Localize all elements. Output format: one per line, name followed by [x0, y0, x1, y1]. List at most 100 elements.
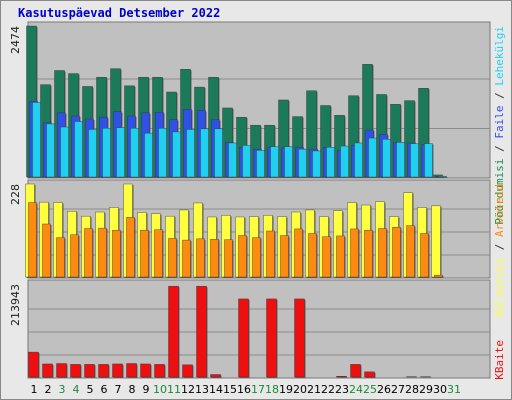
bar-kbaite-18	[266, 298, 277, 378]
bar-failid-21	[312, 150, 321, 178]
bar-kbaite-8	[126, 363, 137, 378]
bar-failid-1	[32, 102, 41, 178]
bar-kbaite-5	[84, 364, 95, 378]
top-ymax-label: 2474	[9, 26, 22, 54]
x-tick-2: 2	[45, 383, 52, 396]
bar-failid-2	[46, 123, 55, 178]
bar-arvutid-1	[28, 202, 37, 278]
bar-kbaite-25	[364, 371, 375, 378]
x-tick-20: 20	[293, 383, 307, 396]
x-tick-9: 9	[143, 383, 150, 396]
x-tick-24: 24	[349, 383, 363, 396]
bar-arvutid-28	[406, 225, 415, 278]
bar-failid-28	[410, 143, 419, 178]
bar-failid-7	[116, 127, 125, 178]
middle-ymax-label: 228	[9, 184, 22, 205]
bar-failid-6	[102, 128, 111, 178]
bottom-legend: KBaite	[493, 340, 506, 380]
bar-failid-24	[354, 142, 363, 178]
x-tick-21: 21	[307, 383, 321, 396]
x-tick-29: 29	[419, 383, 433, 396]
bar-failid-19	[284, 146, 293, 178]
bar-arvutid-30	[434, 274, 443, 278]
x-tick-14: 14	[209, 383, 223, 396]
x-tick-8: 8	[129, 383, 136, 396]
x-tick-13: 13	[195, 383, 209, 396]
bar-kbaite-11	[168, 285, 179, 378]
bar-kbaite-9	[140, 363, 151, 378]
bar-failid-27	[396, 142, 405, 178]
bar-kbaite-2	[42, 363, 53, 378]
bar-kbaite-1	[28, 351, 39, 378]
bar-kbaite-10	[154, 364, 165, 378]
chart-title: Kasutuspäevad Detsember 2022	[18, 6, 220, 20]
x-tick-6: 6	[101, 383, 108, 396]
x-tick-26: 26	[377, 383, 391, 396]
top-legend-item: Lehekülgi	[493, 26, 506, 86]
bar-failid-14	[214, 128, 223, 178]
bar-failid-16	[242, 145, 251, 178]
bar-arvutid-14	[210, 239, 219, 278]
bar-kbaite-12	[182, 364, 193, 378]
bar-arvutid-26	[378, 228, 387, 278]
bar-kbaite-14	[210, 374, 221, 378]
x-tick-5: 5	[87, 383, 94, 396]
bar-failid-4	[74, 121, 83, 178]
bar-failid-26	[382, 139, 391, 178]
x-tick-19: 19	[279, 383, 293, 396]
bar-failid-11	[172, 131, 181, 178]
bar-arvutid-22	[322, 236, 331, 278]
bar-kbaite-6	[98, 364, 109, 378]
mid-legend-item: Arvuteid	[493, 184, 506, 237]
bar-kbaite-24	[350, 364, 361, 378]
bar-kbaite-13	[196, 285, 207, 378]
bar-arvutid-13	[196, 238, 205, 278]
bar-shadow	[439, 177, 448, 178]
top-legend: Pöördumisi / Faile / Lehekülgi	[493, 26, 506, 225]
x-tick-1: 1	[31, 383, 38, 396]
bar-kbaite-3	[56, 363, 67, 378]
x-tick-22: 22	[321, 383, 335, 396]
x-tick-7: 7	[115, 383, 122, 396]
bar-arvutid-7	[112, 229, 121, 278]
bar-kbaite-4	[70, 364, 81, 378]
bar-arvutid-2	[42, 223, 51, 278]
bar-arvutid-23	[336, 235, 345, 278]
bar-shadow	[337, 377, 348, 378]
x-tick-27: 27	[391, 383, 405, 396]
bar-arvutid-27	[392, 227, 401, 278]
bar-failid-9	[144, 132, 153, 178]
x-tick-4: 4	[73, 383, 80, 396]
bar-arvutid-11	[168, 238, 177, 278]
top-legend-item: Pöördumisi	[493, 158, 506, 224]
bar-arvutid-17	[252, 237, 261, 278]
bar-failid-3	[60, 126, 69, 178]
mid-legend-item: Külastusi	[493, 257, 506, 317]
bar-arvutid-9	[140, 229, 149, 278]
x-tick-30: 30	[433, 383, 447, 396]
bar-kulastajad-30	[431, 205, 441, 278]
bar-failid-23	[340, 145, 349, 178]
bar-failid-10	[158, 128, 167, 178]
bottom-legend-item: KBaite	[493, 340, 506, 380]
bar-arvutid-19	[280, 235, 289, 278]
mid-legend: Külastusi / Arvuteid	[493, 184, 506, 316]
x-tick-25: 25	[363, 383, 377, 396]
bar-arvutid-4	[70, 234, 79, 278]
bar-arvutid-6	[98, 227, 107, 278]
bar-arvutid-21	[308, 233, 317, 278]
x-tick-31: 31	[447, 383, 461, 396]
bottom-panel-bg	[27, 279, 491, 379]
bar-kbaite-20	[294, 298, 305, 378]
x-tick-17: 17	[251, 383, 265, 396]
bottom-panel: 213943	[9, 279, 491, 379]
x-tick-15: 15	[223, 383, 237, 396]
bar-failid-29	[424, 143, 433, 178]
x-tick-18: 18	[265, 383, 279, 396]
x-tick-11: 11	[167, 383, 181, 396]
bar-arvutid-8	[126, 217, 135, 278]
bar-failid-5	[88, 129, 97, 178]
bar-failid-12	[186, 129, 195, 178]
bar-failid-18	[270, 146, 279, 178]
bar-failid-22	[326, 147, 335, 178]
